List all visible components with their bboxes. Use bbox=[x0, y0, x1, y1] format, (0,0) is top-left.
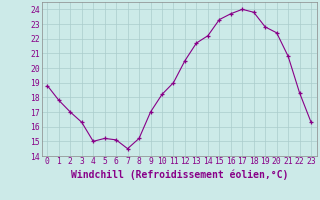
X-axis label: Windchill (Refroidissement éolien,°C): Windchill (Refroidissement éolien,°C) bbox=[70, 169, 288, 180]
